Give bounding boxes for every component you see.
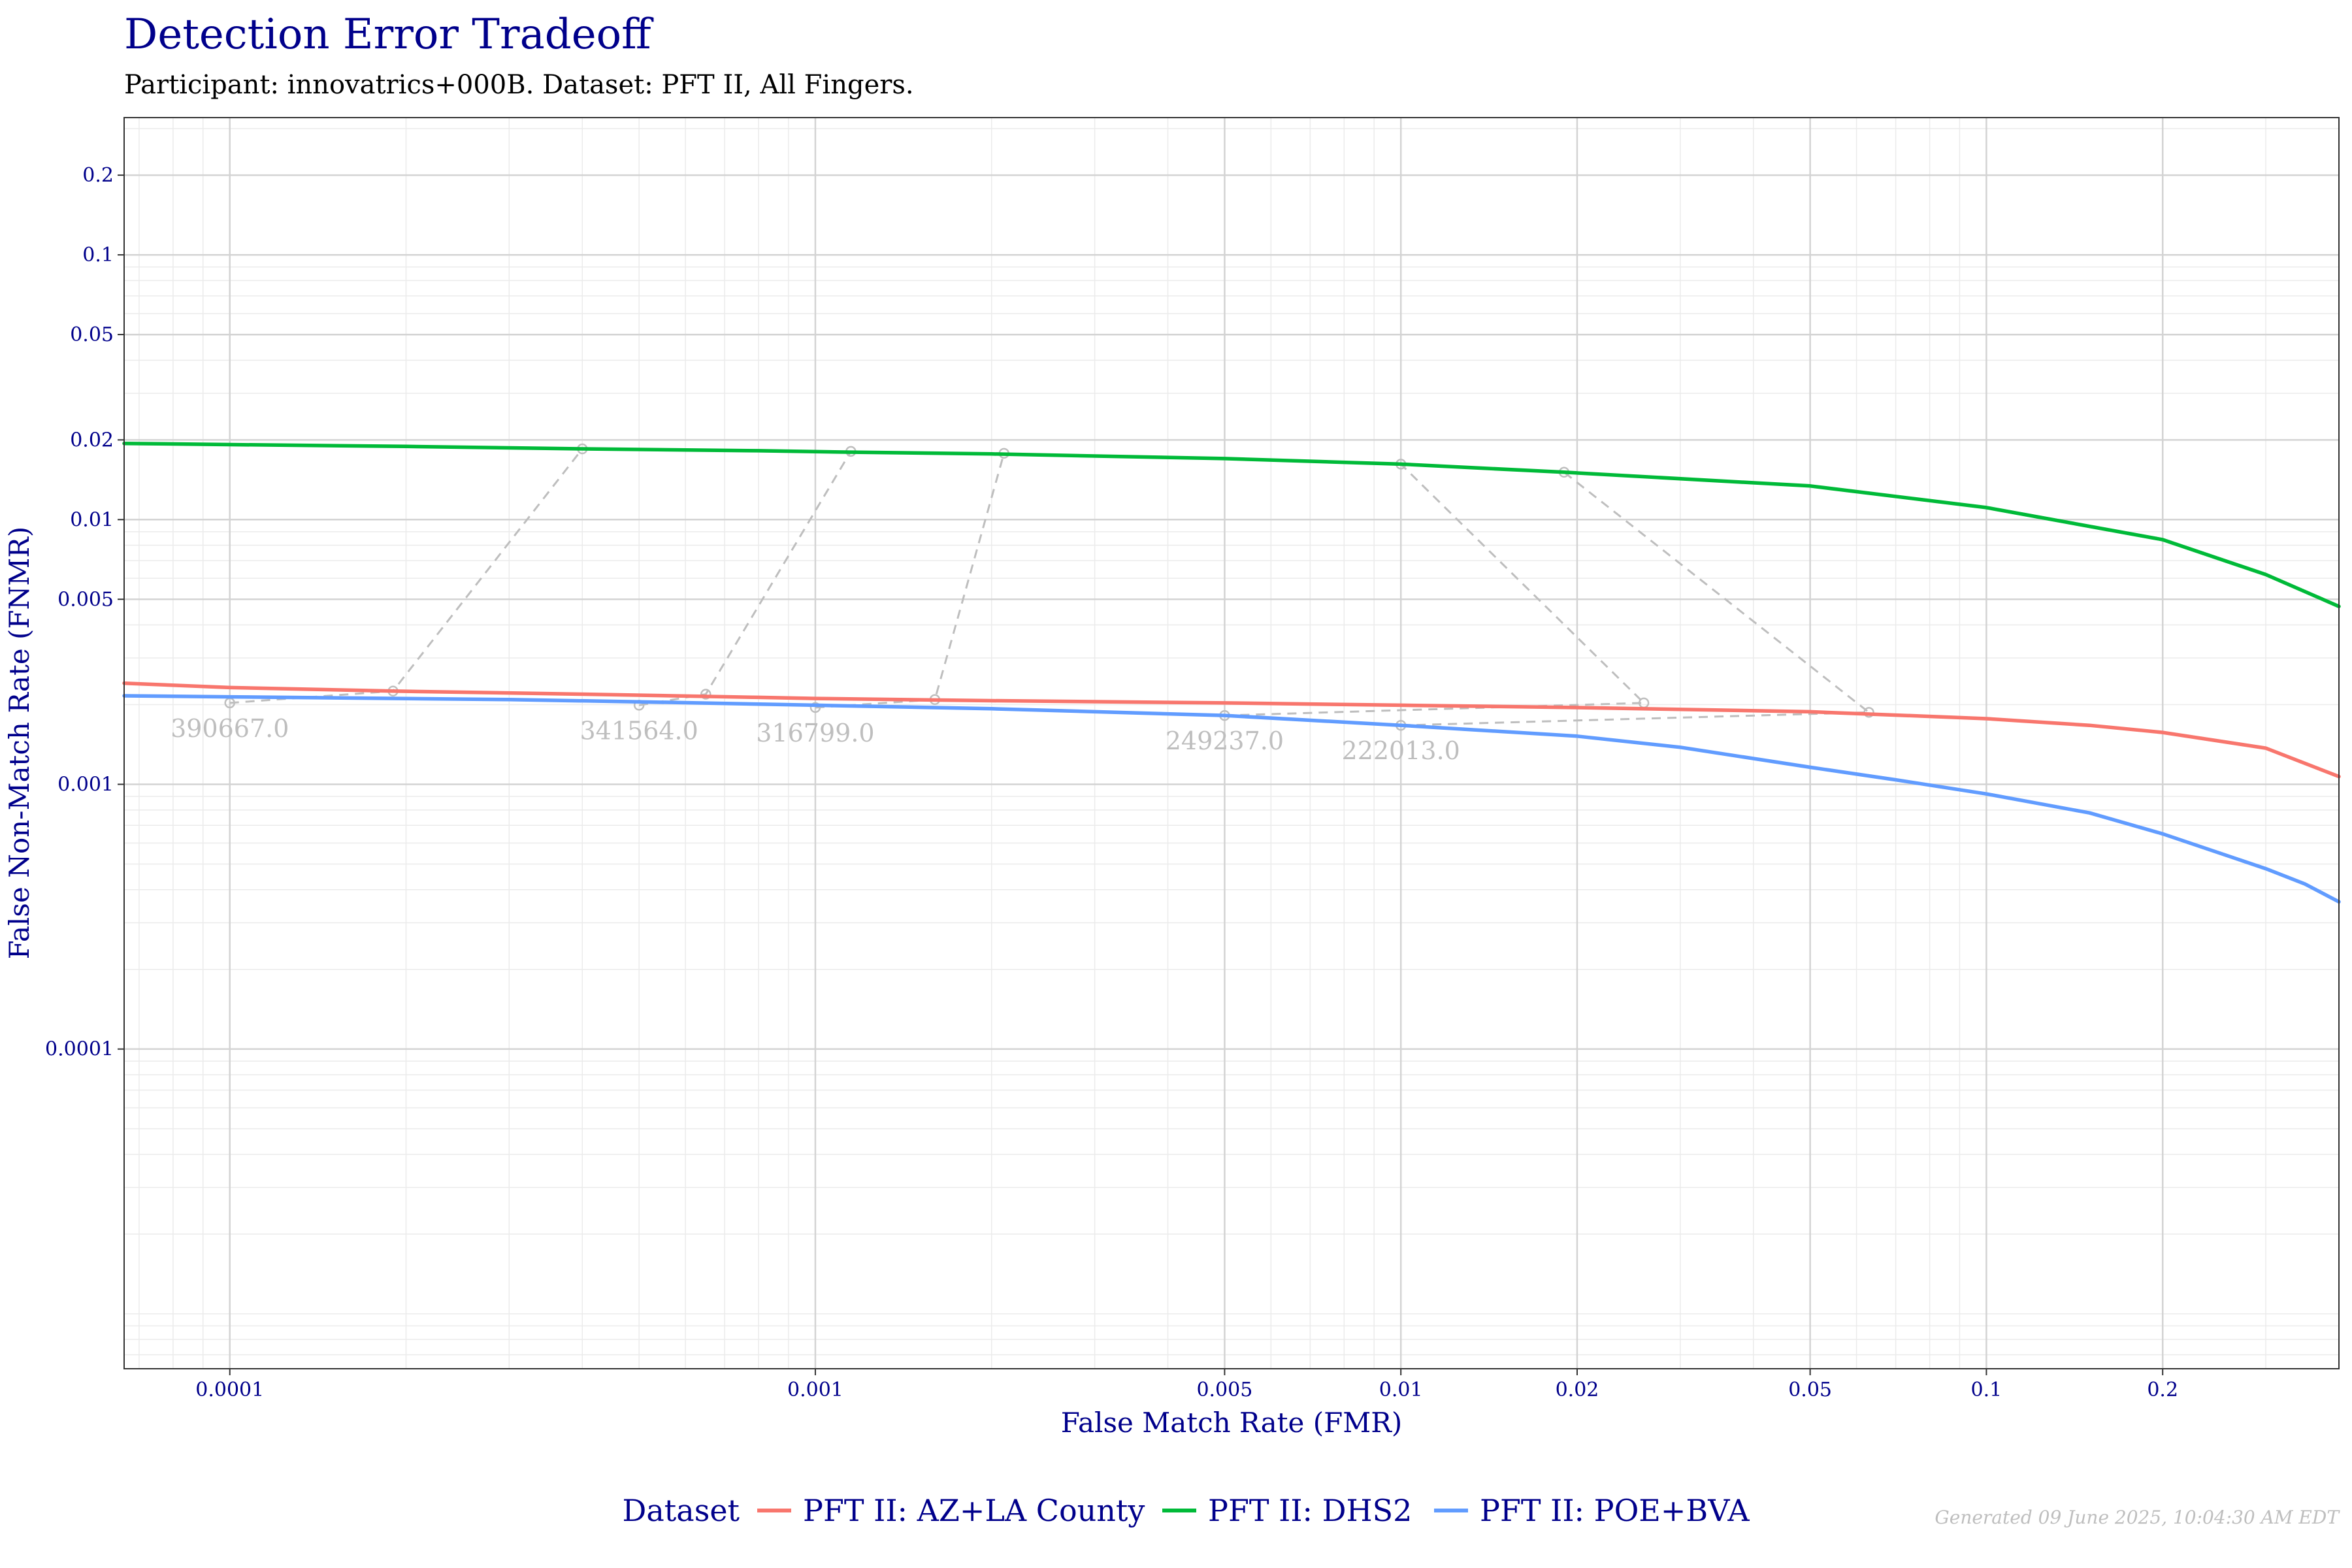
y-tick-label: 0.001 xyxy=(57,773,114,796)
y-tick-label: 0.1 xyxy=(82,244,114,267)
legend-label: PFT II: POE+BVA xyxy=(1480,1493,1750,1528)
legend-title: Dataset xyxy=(623,1493,740,1528)
y-tick-label: 0.005 xyxy=(57,588,114,611)
annotation-point xyxy=(809,702,821,713)
y-axis-title: False Non-Match Rate (FNMR) xyxy=(3,527,35,960)
y-tick-label: 0.01 xyxy=(70,508,114,531)
annotation-point xyxy=(700,689,711,700)
y-tick-label: 0.0001 xyxy=(45,1038,114,1061)
x-tick-label: 0.2 xyxy=(2147,1379,2178,1401)
x-tick-label: 0.05 xyxy=(1788,1379,1832,1401)
x-tick-label: 0.02 xyxy=(1556,1379,1599,1401)
panel-border xyxy=(123,117,2340,1369)
chart-subtitle: Participant: innovatrics+000B. Dataset: … xyxy=(124,70,914,100)
x-tick-label: 0.01 xyxy=(1379,1379,1423,1401)
chart-title: Detection Error Tradeoff xyxy=(124,10,654,59)
x-axis-ticks: 0.0001 0.001 0.005 0.01 0.02 0.05 0.1 0.2 xyxy=(195,1369,2178,1401)
y-axis-ticks: 0.0001 0.001 0.005 0.01 0.02 0.05 0.1 0.2 xyxy=(45,164,124,1061)
x-tick-label: 0.001 xyxy=(787,1379,843,1401)
x-tick-label: 0.005 xyxy=(1196,1379,1252,1401)
legend: Dataset PFT II: AZ+LA County PFT II: DHS2 P… xyxy=(623,1493,1750,1528)
x-axis-title: False Match Rate (FMR) xyxy=(1061,1407,1403,1439)
annotation-connector xyxy=(1401,471,1872,727)
y-tick-label: 0.2 xyxy=(82,164,114,187)
series-line xyxy=(122,441,2341,608)
major-gridlines xyxy=(124,118,2339,1369)
x-tick-label: 0.1 xyxy=(1971,1379,2002,1401)
y-tick-label: 0.02 xyxy=(70,429,114,451)
annotation-label: 222013.0 xyxy=(1342,736,1460,765)
series-line xyxy=(122,681,2341,779)
annotation-label: 316799.0 xyxy=(756,719,874,747)
series-layer xyxy=(122,441,2341,904)
x-tick-label: 0.0001 xyxy=(195,1379,264,1401)
plot-panel xyxy=(124,118,2339,1369)
annotation-label: 249237.0 xyxy=(1166,727,1284,755)
series-line xyxy=(122,694,2341,904)
y-tick-label: 0.05 xyxy=(70,323,114,346)
generated-footer: Generated 09 June 2025, 10:04:30 AM EDT xyxy=(1935,1507,2340,1528)
annotation-label: 341564.0 xyxy=(580,716,698,745)
legend-label: PFT II: AZ+LA County xyxy=(803,1493,1145,1528)
legend-label: PFT II: DHS2 xyxy=(1208,1493,1412,1528)
annotation-label: 390667.0 xyxy=(171,714,289,743)
annotation-connector xyxy=(1224,463,1646,717)
